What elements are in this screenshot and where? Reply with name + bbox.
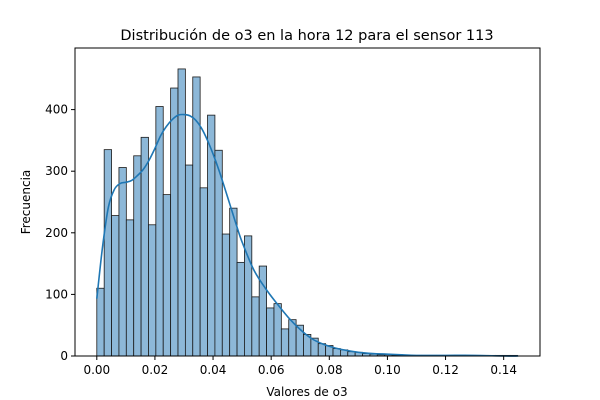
histogram-bar bbox=[221, 233, 231, 357]
histogram-bar bbox=[133, 155, 142, 357]
histogram-bar bbox=[170, 87, 179, 357]
y-axis-label: Frecuencia bbox=[19, 170, 33, 235]
x-axis-label: Valores de o3 bbox=[266, 385, 347, 399]
histogram-bar bbox=[280, 328, 290, 357]
y-tick-label: 400 bbox=[45, 103, 68, 117]
x-tick-label: 0.08 bbox=[316, 363, 343, 377]
x-tick-label: 0.00 bbox=[83, 363, 110, 377]
x-tick-label: 0.10 bbox=[374, 363, 401, 377]
histogram-bar bbox=[266, 307, 275, 357]
histogram-bar bbox=[111, 215, 120, 357]
histogram-bar bbox=[103, 149, 112, 357]
histogram-bar bbox=[177, 68, 186, 357]
x-tick-label: 0.06 bbox=[258, 363, 285, 377]
histogram-bar bbox=[236, 261, 245, 357]
histogram-bar bbox=[229, 207, 238, 357]
y-axis-ticks: 0 100 200 300 400 bbox=[45, 103, 75, 363]
x-tick-label: 0.12 bbox=[432, 363, 459, 377]
y-tick-label: 200 bbox=[45, 226, 68, 240]
x-tick-label: 0.04 bbox=[200, 363, 227, 377]
histogram-bar bbox=[251, 296, 260, 357]
histogram-bars bbox=[96, 68, 518, 357]
histogram-bar bbox=[244, 235, 253, 357]
y-tick-label: 100 bbox=[45, 287, 68, 301]
y-tick-label: 300 bbox=[45, 164, 68, 178]
histogram-bar bbox=[184, 164, 194, 357]
histogram-bar bbox=[96, 287, 105, 357]
chart-title: Distribución de o3 en la hora 12 para el… bbox=[120, 28, 493, 44]
histogram-bar bbox=[199, 187, 208, 357]
x-axis-ticks: 0.00 0.02 0.04 0.06 0.08 0.10 0.12 0.14 bbox=[83, 356, 517, 377]
histogram-bar bbox=[214, 149, 223, 357]
plot-frame bbox=[74, 47, 541, 357]
histogram-bar bbox=[125, 219, 135, 357]
kde-line bbox=[96, 113, 519, 357]
histogram-bar bbox=[148, 224, 157, 357]
histogram-bar bbox=[162, 194, 172, 357]
histogram-bar bbox=[273, 303, 282, 357]
x-tick-label: 0.14 bbox=[490, 363, 517, 377]
y-tick-label: 0 bbox=[60, 349, 68, 363]
x-tick-label: 0.02 bbox=[142, 363, 169, 377]
histogram-bar bbox=[118, 167, 127, 357]
